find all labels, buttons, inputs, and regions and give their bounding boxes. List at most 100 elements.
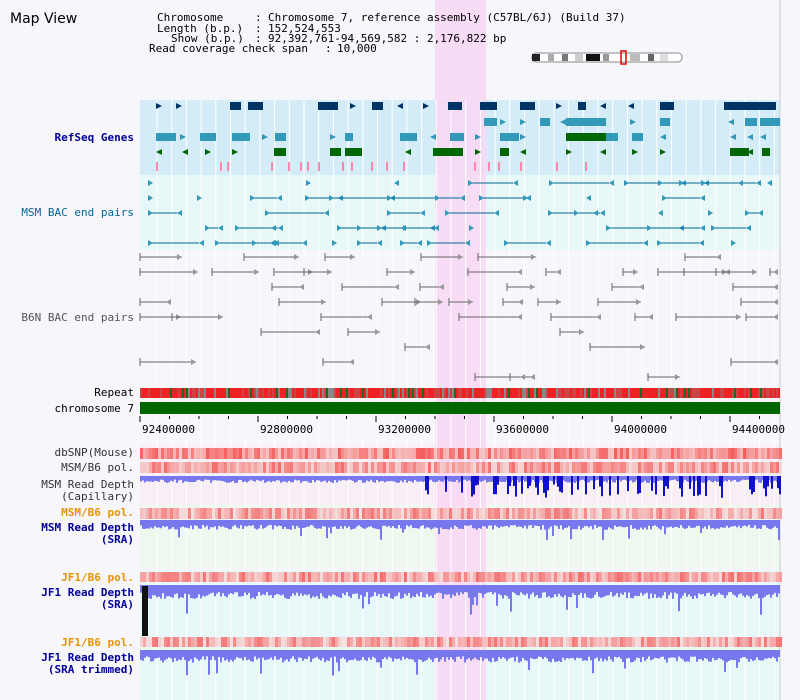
pol-cell [572,637,575,647]
pol-cell [740,508,743,519]
depth-bar [642,650,644,658]
pol-cell [422,572,425,582]
repeat-segment [328,388,330,398]
depth-bar [214,476,216,481]
depth-bar [456,585,458,593]
pol-cell [362,508,365,519]
pol-cell [512,572,515,582]
depth-bar [756,520,758,529]
track-label-b6n-bac[interactable]: B6N BAC end pairs [21,311,134,324]
depth-bar [504,585,506,596]
depth-bar [458,585,460,596]
feature-arrow [518,299,523,305]
track-label-msm-bac[interactable]: MSM BAC end pairs [21,206,134,219]
depth-bar [294,520,296,529]
repeat-segment [566,388,568,398]
pol-cell [209,508,212,519]
depth-bar [734,650,736,660]
depth-bar [164,650,166,661]
pol-cell [650,572,653,582]
pol-cell [410,572,413,582]
pol-cell [305,448,308,459]
pol-cell [419,572,422,582]
pol-cell [359,508,362,519]
chromosome-ideogram[interactable] [531,50,683,65]
pol-cell [389,572,392,582]
pol-cell [383,448,386,459]
depth-bar [152,476,154,482]
repeat-segment [486,388,488,398]
depth-bar [334,650,336,657]
pol-cell [689,448,692,459]
depth-bar [534,650,536,660]
pol-cell [311,572,314,582]
depth-bar [446,585,448,595]
depth-bar [510,585,512,612]
pol-cell [704,572,707,582]
depth-bar [236,650,238,657]
repeat-track[interactable] [140,388,780,398]
depth-bar [720,520,722,528]
pol-cell [149,508,152,519]
info-key-length: Length (b.p.) [157,22,243,35]
depth-bar [726,585,728,596]
depth-bar [252,650,254,662]
repeat-segment [438,388,440,398]
depth-bar [148,585,150,599]
pol-cell [221,637,224,647]
depth-bar [268,476,270,482]
repeat-segment [476,388,478,398]
pol-cell [347,572,350,582]
pol-cell [566,448,569,459]
msm-bac-track[interactable] [148,180,772,246]
repeat-segment [546,388,548,398]
pol-cell [668,448,671,459]
depth-bar [388,585,390,594]
depth-bar [482,650,484,661]
pol-cell [161,448,164,459]
pol-cell [356,637,359,647]
pol-cell [350,448,353,459]
depth-bar [232,476,234,481]
pol-cell [497,572,500,582]
depth-bar [170,585,172,597]
depth-bar [522,585,524,595]
pol-cell [440,637,443,647]
pol-cell [347,448,350,459]
pol-cell [452,572,455,582]
quantitative-tracks[interactable] [140,448,782,676]
repeat-segment [700,388,702,398]
depth-bar [699,476,701,495]
depth-bar [330,520,332,534]
depth-bar [564,650,566,660]
feature-arrow [400,240,405,246]
repeat-segment [282,388,284,398]
repeat-segment [178,388,180,398]
depth-bar [300,650,302,658]
pol-cell [464,637,467,647]
depth-bar [216,520,218,530]
depth-bar [174,585,176,595]
pol-cell [392,462,395,473]
pol-cell [155,508,158,519]
pol-cell [653,462,656,473]
depth-bar [296,650,298,663]
pol-cell [578,508,581,519]
pol-cell [542,508,545,519]
feature-arrow [699,240,704,246]
pol-cell [167,462,170,473]
depth-bar [750,650,752,660]
pol-cell [224,572,227,582]
track-label-refseq[interactable]: RefSeq Genes [55,131,134,144]
chromosome-bar[interactable] [140,402,780,414]
depth-bar [258,476,260,481]
b6n-bac-track[interactable] [139,253,778,381]
depth-bar [274,520,276,526]
pol-cell [632,448,635,459]
pol-cell [776,572,779,582]
refseq-genes-track[interactable] [156,102,780,171]
pol-cell [497,448,500,459]
depth-bar [584,650,586,661]
